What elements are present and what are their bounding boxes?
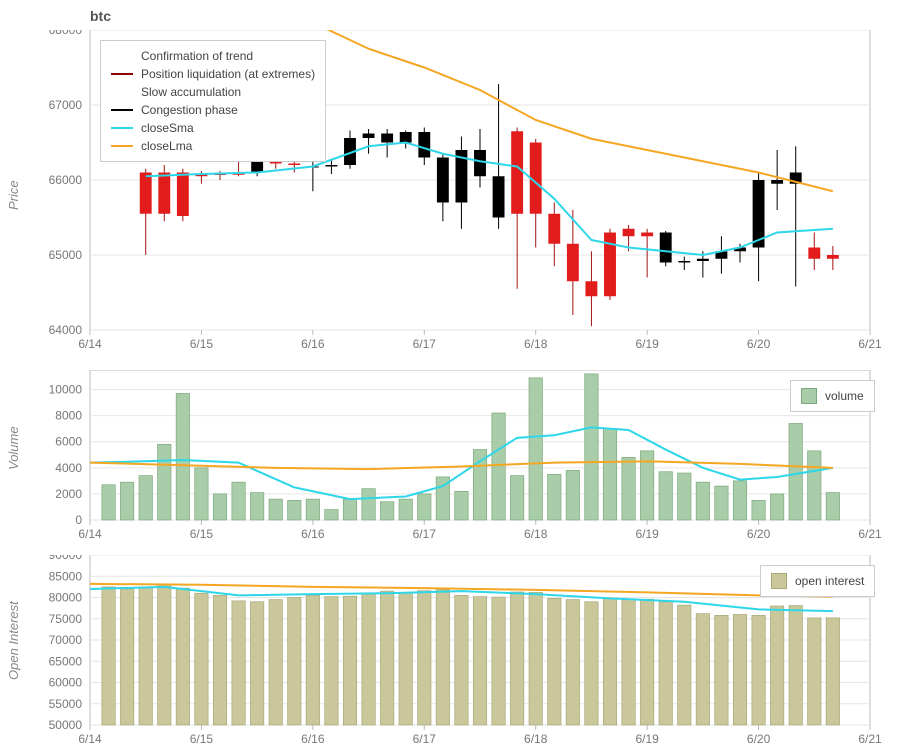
svg-text:85000: 85000 bbox=[49, 569, 83, 583]
legend-label: Slow accumulation bbox=[141, 85, 241, 99]
oi-swatch bbox=[771, 573, 787, 589]
legend-swatch bbox=[111, 145, 133, 147]
legend-label: Confirmation of trend bbox=[141, 49, 253, 63]
svg-text:6/20: 6/20 bbox=[747, 337, 771, 351]
svg-text:66000: 66000 bbox=[49, 173, 83, 187]
price-legend: Confirmation of trend Position liquidatio… bbox=[100, 40, 326, 162]
svg-text:6/20: 6/20 bbox=[747, 732, 771, 746]
svg-text:6/15: 6/15 bbox=[190, 732, 214, 746]
svg-text:8000: 8000 bbox=[55, 409, 82, 423]
svg-text:6/18: 6/18 bbox=[524, 527, 548, 541]
svg-text:10000: 10000 bbox=[49, 383, 83, 397]
legend-swatch bbox=[111, 73, 133, 75]
svg-text:6/21: 6/21 bbox=[858, 527, 882, 541]
svg-text:6/19: 6/19 bbox=[635, 527, 659, 541]
svg-text:6/15: 6/15 bbox=[190, 337, 214, 351]
svg-text:60000: 60000 bbox=[49, 676, 83, 690]
legend-item: Confirmation of trend bbox=[111, 47, 315, 65]
legend-swatch bbox=[111, 127, 133, 129]
svg-text:6/21: 6/21 bbox=[858, 337, 882, 351]
svg-text:75000: 75000 bbox=[49, 612, 83, 626]
svg-text:64000: 64000 bbox=[49, 323, 83, 337]
svg-text:6/16: 6/16 bbox=[301, 337, 325, 351]
svg-text:80000: 80000 bbox=[49, 591, 83, 605]
svg-text:90000: 90000 bbox=[49, 555, 83, 562]
svg-text:6/20: 6/20 bbox=[747, 527, 771, 541]
svg-text:70000: 70000 bbox=[49, 633, 83, 647]
svg-text:6/14: 6/14 bbox=[78, 337, 102, 351]
legend-label: Position liquidation (at extremes) bbox=[141, 67, 315, 81]
svg-text:2000: 2000 bbox=[55, 487, 82, 501]
svg-text:6/21: 6/21 bbox=[858, 732, 882, 746]
svg-text:6000: 6000 bbox=[55, 435, 82, 449]
legend-item: closeSma bbox=[111, 119, 315, 137]
svg-text:6/19: 6/19 bbox=[635, 337, 659, 351]
volume-legend-label: volume bbox=[825, 389, 864, 403]
svg-text:50000: 50000 bbox=[49, 718, 83, 732]
legend-label: closeLma bbox=[141, 139, 192, 153]
svg-text:6/19: 6/19 bbox=[635, 732, 659, 746]
svg-text:4000: 4000 bbox=[55, 461, 82, 475]
oi-legend: open interest bbox=[760, 565, 875, 597]
svg-text:6/17: 6/17 bbox=[413, 337, 437, 351]
legend-item: Slow accumulation bbox=[111, 83, 315, 101]
svg-text:55000: 55000 bbox=[49, 697, 83, 711]
legend-swatch bbox=[111, 55, 133, 57]
svg-text:0: 0 bbox=[75, 513, 82, 527]
legend-swatch bbox=[111, 91, 133, 93]
legend-label: closeSma bbox=[141, 121, 194, 135]
svg-text:68000: 68000 bbox=[49, 30, 83, 37]
svg-text:65000: 65000 bbox=[49, 654, 83, 668]
volume-legend: volume bbox=[790, 380, 875, 412]
svg-text:6/17: 6/17 bbox=[413, 527, 437, 541]
volume-panel: 0 2000 4000 6000 8000 10000 6/14 6/15 6/16 6/17 6/… bbox=[0, 370, 900, 550]
svg-text:6/14: 6/14 bbox=[78, 732, 102, 746]
legend-label: Congestion phase bbox=[141, 103, 238, 117]
svg-text:6/18: 6/18 bbox=[524, 337, 548, 351]
legend-item: Congestion phase bbox=[111, 101, 315, 119]
volume-swatch bbox=[801, 388, 817, 404]
chart-title: btc bbox=[90, 8, 111, 24]
svg-text:6/18: 6/18 bbox=[524, 732, 548, 746]
legend-item: Position liquidation (at extremes) bbox=[111, 65, 315, 83]
legend-item: closeLma bbox=[111, 137, 315, 155]
svg-text:67000: 67000 bbox=[49, 98, 83, 112]
svg-text:6/17: 6/17 bbox=[413, 732, 437, 746]
legend-swatch bbox=[111, 109, 133, 111]
svg-text:6/16: 6/16 bbox=[301, 527, 325, 541]
oi-legend-label: open interest bbox=[795, 574, 864, 588]
svg-text:6/15: 6/15 bbox=[190, 527, 214, 541]
svg-text:65000: 65000 bbox=[49, 248, 83, 262]
svg-text:6/16: 6/16 bbox=[301, 732, 325, 746]
svg-text:6/14: 6/14 bbox=[78, 527, 102, 541]
